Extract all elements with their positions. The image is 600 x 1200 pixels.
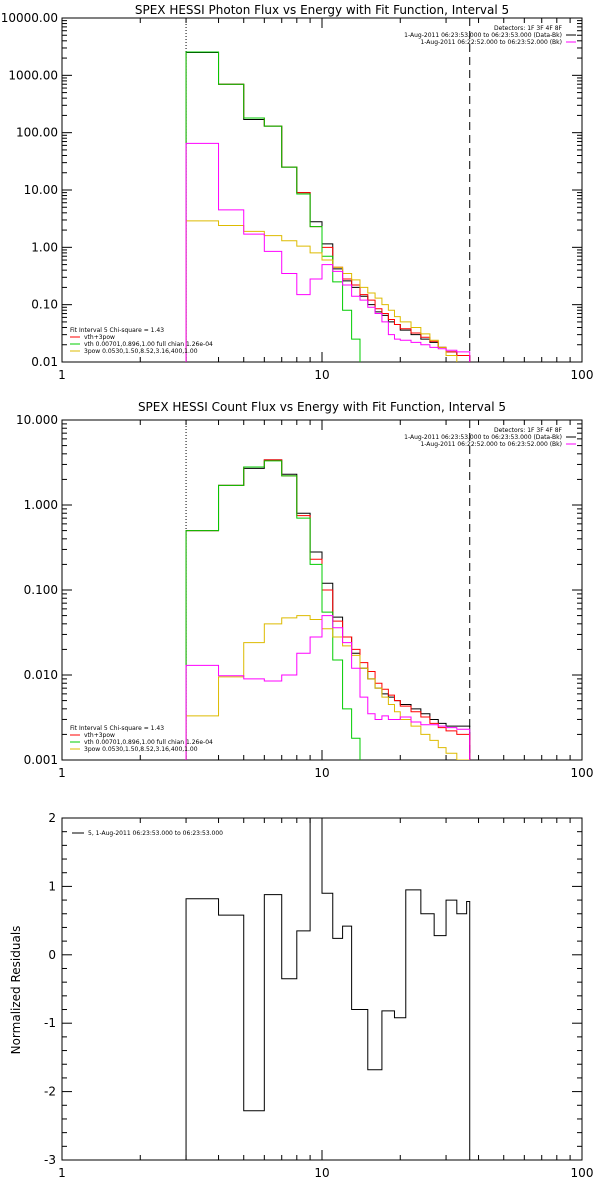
x-tick-label: 1 <box>58 1166 66 1180</box>
y-tick-label: -2 <box>44 1085 56 1099</box>
y-tick-label: -1 <box>44 1016 56 1030</box>
x-tick-label: 100 <box>571 1166 594 1180</box>
series-line-1 <box>185 459 471 760</box>
legend-residuals: 5, 1-Aug-2011 06:23:53.000 to 06:23:53.0… <box>72 830 223 837</box>
series-line-2 <box>185 460 471 760</box>
series-line-2 <box>185 51 471 362</box>
y-tick-label: 10.00 <box>24 183 58 197</box>
series-line-4 <box>185 615 471 760</box>
y-tick-label: 0.010 <box>24 668 58 682</box>
y-tick-label: -3 <box>44 1153 56 1167</box>
series-group <box>185 51 471 362</box>
legend-header: Detectors: 1F 3F 4F 8F <box>494 25 563 32</box>
chart-title: SPEX HESSI Count Flux vs Energy with Fit… <box>138 400 506 414</box>
series-group <box>185 818 471 1160</box>
legend-entry-label: 3pow 0.0530,1.50,8.52,3.16,400,1.00 <box>84 746 198 753</box>
y-tick-label: 0.10 <box>31 298 58 312</box>
series-line-4 <box>185 142 471 362</box>
count-flux-chart: SPEX HESSI Count Flux vs Energy with Fit… <box>16 400 593 780</box>
x-tick-label: 10 <box>314 1166 329 1180</box>
x-tick-label: 10 <box>314 766 329 780</box>
y-tick-label: 2 <box>48 811 56 825</box>
x-tick-label: 1 <box>58 766 66 780</box>
y-tick-label: 0 <box>48 948 56 962</box>
series-line-3 <box>185 615 470 760</box>
y-tick-label: 0.01 <box>31 355 58 369</box>
series-line-0 <box>185 52 471 362</box>
series-line-0 <box>185 459 471 760</box>
y-axis: 10000.00 1000.00 100.00 10.00 1.00 0.10 0.01 <box>1 11 582 369</box>
legend-entry-label: vth+3pow <box>84 334 115 341</box>
plot-frame <box>61 17 583 363</box>
legend-entry-label: 1-Aug-2011 06:23:53.000 to 06:23:53.000 … <box>404 32 562 39</box>
x-axis: 1 10 100 <box>58 420 593 780</box>
y-tick-label: 1 <box>48 879 56 893</box>
legend-fit: Fit Interval 5 Chi-square = 1.43vth+3pow… <box>70 725 213 753</box>
y-tick-label: 10000.00 <box>1 11 58 25</box>
y-tick-label: 0.100 <box>24 583 58 597</box>
legend-entry-label: 5, 1-Aug-2011 06:23:53.000 to 06:23:53.0… <box>88 830 223 837</box>
x-tick-label: 100 <box>571 766 594 780</box>
photon-flux-chart: SPEX HESSI Photon Flux vs Energy with Fi… <box>1 3 594 382</box>
series-line-3 <box>185 220 471 362</box>
legend-entry-label: 1-Aug-2011 06:22:52.000 to 06:23:52.000 … <box>420 39 562 46</box>
legend-header: Fit Interval 5 Chi-square = 1.43 <box>70 725 164 732</box>
x-tick-label: 10 <box>314 368 329 382</box>
legend-detectors: Detectors: 1F 3F 4F 8F1-Aug-2011 06:23:5… <box>404 25 576 46</box>
x-tick-label: 100 <box>571 368 594 382</box>
legend-header: Fit Interval 5 Chi-square = 1.43 <box>70 327 164 334</box>
legend-entry-label: 1-Aug-2011 06:23:53.000 to 06:23:53.000 … <box>404 434 562 441</box>
legend-fit: Fit Interval 5 Chi-square = 1.43vth+3pow… <box>70 327 213 355</box>
legend-entry-label: 3pow 0.0530,1.50,8.52,3.16,400,1.00 <box>84 348 198 355</box>
y-axis-label: Normalized Residuals <box>9 926 23 1055</box>
x-axis: 1 10 100 <box>58 818 593 1180</box>
legend-header: Detectors: 1F 3F 4F 8F <box>494 427 563 434</box>
chart-title: SPEX HESSI Photon Flux vs Energy with Fi… <box>135 3 509 17</box>
y-tick-label: 10.000 <box>16 413 58 427</box>
y-tick-label: 1.000 <box>24 498 58 512</box>
legend-detectors: Detectors: 1F 3F 4F 8F1-Aug-2011 06:23:5… <box>404 427 576 448</box>
y-tick-label: 1000.00 <box>8 68 58 82</box>
legend-entry-label: vth 0.00701,0.896,1.00 full chian 1.26e-… <box>84 341 213 348</box>
y-tick-label: 1.00 <box>31 240 58 254</box>
series-group <box>185 459 471 760</box>
legend-entry-label: vth 0.00701,0.896,1.00 full chian 1.26e-… <box>84 739 213 746</box>
legend-entry-label: 1-Aug-2011 06:22:52.000 to 06:23:52.000 … <box>420 441 562 448</box>
legend-entry-label: vth+3pow <box>84 732 115 739</box>
y-tick-label: 100.00 <box>16 126 58 140</box>
y-axis: 10.000 1.000 0.100 0.010 0.001 <box>16 413 582 767</box>
series-line-0 <box>185 818 471 1160</box>
series-line-1 <box>185 51 471 362</box>
x-tick-label: 1 <box>58 368 66 382</box>
y-tick-label: 0.001 <box>24 753 58 767</box>
y-axis: 2 1 0 -1 -2 -3 <box>44 811 582 1167</box>
